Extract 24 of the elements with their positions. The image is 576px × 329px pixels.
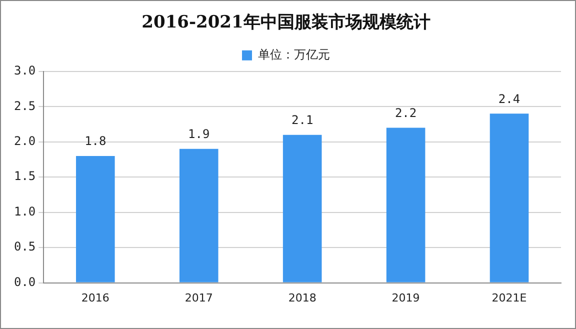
bar — [386, 128, 426, 282]
y-tick-label: 0.0 — [14, 274, 36, 289]
x-tick-label: 2016 — [81, 291, 110, 304]
y-tick-label: 3.0 — [14, 64, 36, 78]
x-tick-label: 2021E — [492, 291, 527, 304]
legend-label: 单位：万亿元 — [258, 48, 330, 62]
x-tick-label: 2018 — [288, 291, 316, 304]
data-label: 2.4 — [498, 92, 520, 106]
chart-title: 2016-2021年中国服装市场规模统计 — [142, 12, 430, 33]
data-label: 2.1 — [291, 112, 314, 127]
data-label: 2.2 — [394, 106, 417, 120]
y-tick-label: 1.5 — [14, 169, 36, 184]
y-tick-label: 0.5 — [14, 240, 36, 254]
data-label: 1.8 — [84, 134, 106, 148]
y-tick-label: 1.0 — [14, 204, 36, 218]
y-tick-label: 2.5 — [14, 98, 36, 113]
x-tick-label: 2017 — [184, 291, 213, 304]
data-label: 1.9 — [188, 127, 210, 142]
bar — [282, 134, 322, 282]
y-tick-label: 2.0 — [14, 134, 36, 148]
bar — [490, 114, 529, 282]
bar — [179, 148, 218, 282]
bar — [76, 156, 115, 282]
x-tick-label: 2019 — [392, 291, 420, 304]
